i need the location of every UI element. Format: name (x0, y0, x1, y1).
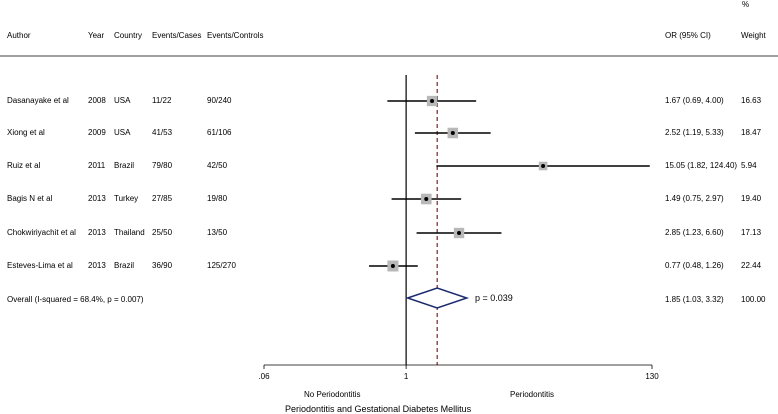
study-country: USA (114, 96, 131, 105)
study-weight: 18.47 (741, 128, 762, 137)
study-author: Chokwiriyachit et al (7, 228, 76, 237)
study-country: Brazil (114, 161, 135, 170)
study-country: Thailand (114, 228, 145, 237)
study-events-cases: 25/50 (152, 228, 173, 237)
study-events-controls: 19/80 (207, 194, 228, 203)
country-header: Country (114, 31, 143, 40)
overall-diamond (405, 287, 470, 309)
study-or-ci: 2.52 (1.19, 5.33) (665, 128, 724, 137)
study-year: 2011 (88, 161, 106, 170)
study-or-ci: 15.05 (1.82, 124.40) (665, 161, 738, 170)
study-events-cases: 41/53 (152, 128, 173, 137)
study-year: 2009 (88, 128, 106, 137)
weight-percent-header: % (742, 0, 750, 9)
study-country: USA (114, 128, 131, 137)
left-favors-label: No Periodontitis (304, 390, 361, 399)
overall-p-value: p = 0.039 (475, 293, 513, 303)
study-author: Xiong et al (7, 128, 45, 137)
study-events-controls: 61/106 (207, 128, 232, 137)
study-year: 2013 (88, 194, 106, 203)
events-cases-header: Events/Cases (152, 31, 202, 40)
point-estimate (430, 99, 435, 103)
study-events-controls: 90/240 (207, 96, 232, 105)
x-axis-title: Periodontitis and Gestational Diabetes M… (285, 404, 472, 414)
study-country: Turkey (114, 194, 139, 203)
study-author: Bagis N et al (7, 194, 53, 203)
year-header: Year (88, 31, 105, 40)
study-weight: 17.13 (741, 228, 762, 237)
study-events-controls: 125/270 (207, 261, 236, 270)
study-author: Dasanayake et al (7, 96, 69, 105)
author-header: Author (7, 31, 31, 40)
or-ci-header: OR (95% CI) (665, 31, 711, 40)
study-weight: 22.44 (741, 261, 762, 270)
study-events-cases: 11/22 (152, 96, 172, 105)
study-or-ci: 1.67 (0.69, 4.00) (665, 96, 724, 105)
x-tick-label: 1 (404, 372, 409, 381)
study-or-ci: 1.49 (0.75, 2.97) (665, 194, 724, 203)
overall-weight: 100.00 (741, 295, 766, 304)
weight-header: Weight (741, 31, 766, 40)
study-country: Brazil (114, 261, 135, 270)
overall-or-ci: 1.85 (1.03, 3.32) (665, 295, 724, 304)
study-events-controls: 42/50 (207, 161, 228, 170)
overall-label: Overall (I-squared = 68.4%, p = 0.007) (7, 295, 144, 304)
point-estimate (450, 131, 455, 135)
right-favors-label: Periodontitis (510, 390, 555, 399)
study-events-cases: 79/80 (152, 161, 173, 170)
x-tick-label: .06 (258, 372, 270, 381)
study-weight: 19.40 (741, 194, 762, 203)
study-year: 2013 (88, 261, 106, 270)
study-or-ci: 2.85 (1.23, 6.60) (665, 228, 724, 237)
events-controls-header: Events/Controls (207, 31, 264, 40)
point-estimate (457, 231, 462, 235)
point-estimate (390, 264, 395, 268)
study-year: 2008 (88, 96, 106, 105)
x-tick-label: 130 (645, 372, 659, 381)
study-year: 2013 (88, 228, 106, 237)
study-or-ci: 0.77 (0.48, 1.26) (665, 261, 724, 270)
study-author: Esteves-Lima et al (7, 261, 73, 270)
study-weight: 5.94 (741, 161, 757, 170)
study-events-cases: 27/85 (152, 194, 173, 203)
study-events-cases: 36/90 (152, 261, 173, 270)
study-weight: 16.63 (741, 96, 762, 105)
study-author: Ruiz et al (7, 161, 41, 170)
point-estimate (424, 197, 429, 201)
study-events-controls: 13/50 (207, 228, 228, 237)
point-estimate (541, 164, 546, 168)
